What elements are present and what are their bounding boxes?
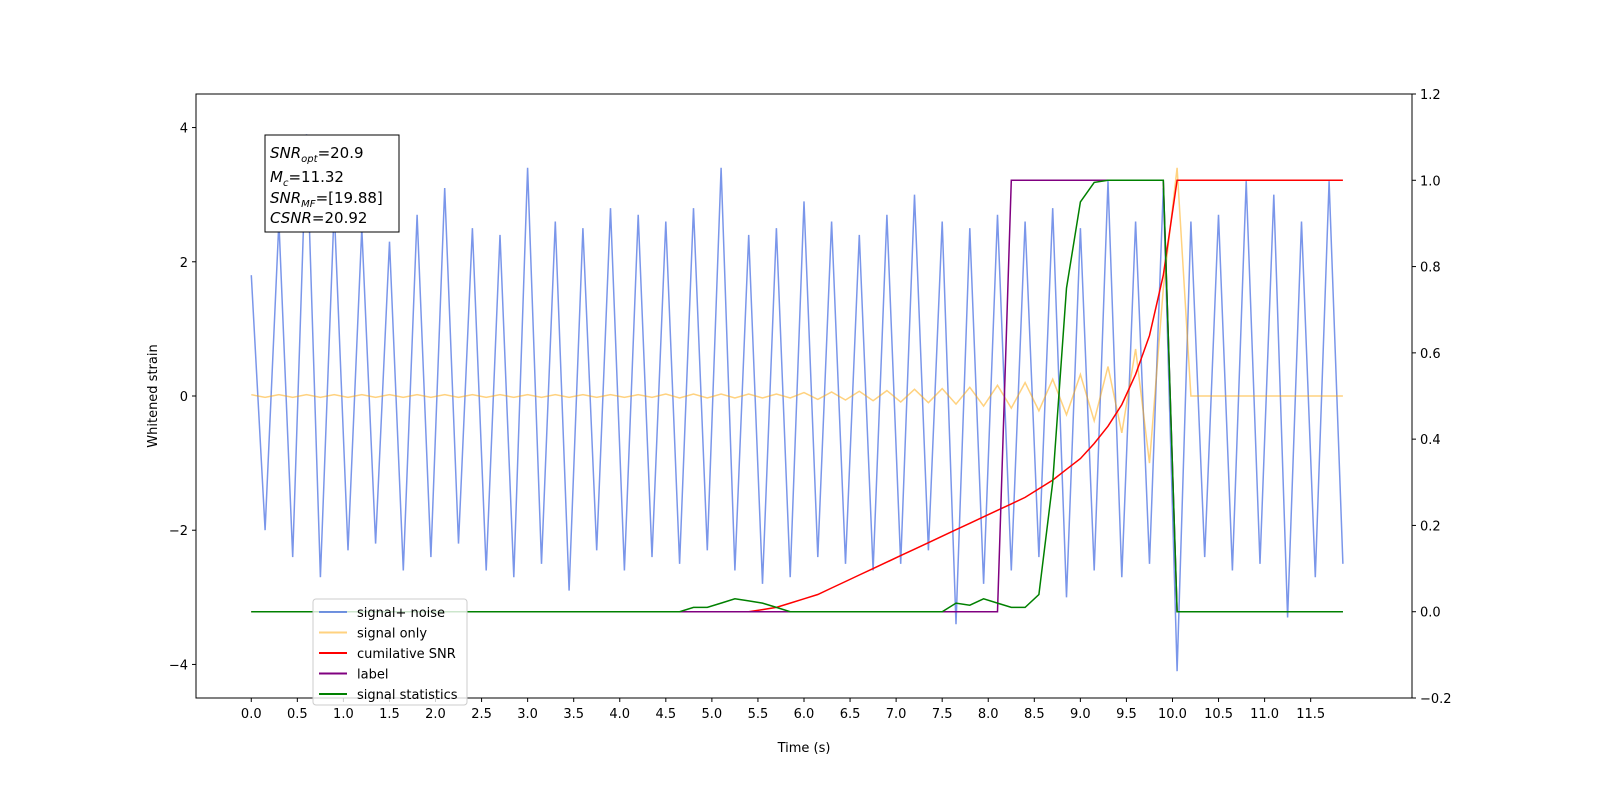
y-axis-label: Whitened strain — [146, 344, 161, 447]
x-tick-label: 5.5 — [748, 707, 769, 722]
x-tick-label: 1.5 — [379, 707, 400, 722]
annotation-symbol: CSNR — [270, 209, 312, 227]
annotation-symbol: SNR — [270, 144, 301, 162]
annotation-symbol: SNR — [270, 189, 301, 207]
legend: signal+ noise signal only cumilative SNR la… — [312, 598, 468, 706]
x-tick-label: 2.5 — [471, 707, 492, 722]
annotation: SNRopt=20.9 — [270, 144, 364, 165]
annotation-symbol: M — [270, 168, 283, 186]
y2-tick-label: 1.0 — [1420, 174, 1441, 189]
x-tick-label: 9.0 — [1070, 707, 1091, 722]
annotation: CSNR=20.92 — [270, 209, 367, 227]
x-tick-label: 7.0 — [886, 707, 907, 722]
x-tick-label: 4.5 — [655, 707, 676, 722]
x-tick-label: 0.5 — [287, 707, 308, 722]
x-tick-label: 9.5 — [1116, 707, 1137, 722]
x-tick-label: 2.0 — [425, 707, 446, 722]
x-tick-label: 6.5 — [840, 707, 861, 722]
annotation-subscript: opt — [301, 154, 318, 165]
y2-tick-label: 0.0 — [1420, 606, 1441, 621]
annotation-text: =20.9 — [318, 144, 364, 162]
series-line — [250, 134, 1344, 672]
series-line — [251, 167, 1343, 464]
annotation-text: =20.92 — [312, 209, 368, 227]
annotation-box: SNRopt=20.9Mc=11.32SNRMF=[19.88]CSNR=20.… — [264, 134, 400, 233]
y-tick-label: −4 — [169, 658, 188, 673]
legend-label: signal+ noise — [357, 606, 445, 621]
annotation-frame — [264, 134, 400, 233]
x-tick-label: 6.0 — [794, 707, 815, 722]
x-tick-label: 1.0 — [333, 707, 354, 722]
y2-tick-label: 0.6 — [1420, 347, 1441, 362]
x-tick-label: 11.5 — [1296, 707, 1325, 722]
y-tick-label: 2 — [180, 256, 188, 271]
y2-tick-label: 1.2 — [1420, 88, 1441, 103]
x-tick-label: 8.5 — [1024, 707, 1045, 722]
y2-tick-label: 0.4 — [1420, 433, 1441, 448]
x-tick-label: 5.0 — [702, 707, 723, 722]
annotation-text: =11.32 — [288, 168, 344, 186]
x-tick-label: 3.5 — [563, 707, 584, 722]
x-tick-label: 10.5 — [1204, 707, 1233, 722]
y2-tick-label: 0.2 — [1420, 519, 1441, 534]
x-tick-label: 7.5 — [932, 707, 953, 722]
y2-tick-label: −0.2 — [1420, 692, 1452, 707]
x-tick-label: 3.0 — [517, 707, 538, 722]
annotation-subscript: c — [283, 178, 289, 189]
annotation-text: =[19.88] — [316, 189, 383, 207]
x-tick-label: 10.0 — [1158, 707, 1187, 722]
y-tick-label: 0 — [180, 390, 188, 405]
x-axis-label: Time (s) — [777, 741, 831, 756]
y-tick-label: −2 — [169, 524, 188, 539]
x-tick-label: 4.0 — [609, 707, 630, 722]
x-tick-label: 11.0 — [1250, 707, 1279, 722]
legend-label: signal statistics — [357, 688, 458, 703]
x-tick-label: 0.0 — [241, 707, 262, 722]
legend-frame — [312, 598, 468, 706]
y2-tick-label: 0.8 — [1420, 261, 1441, 276]
x-tick-label: 8.0 — [978, 707, 999, 722]
legend-label: signal only — [357, 627, 427, 642]
annotation: Mc=11.32 — [270, 168, 344, 189]
legend-label: cumilative SNR — [357, 647, 456, 662]
legend-label: label — [357, 668, 388, 683]
annotation-subscript: MF — [301, 199, 316, 210]
annotation: SNRMF=[19.88] — [270, 189, 383, 210]
y-tick-label: 4 — [180, 122, 188, 137]
